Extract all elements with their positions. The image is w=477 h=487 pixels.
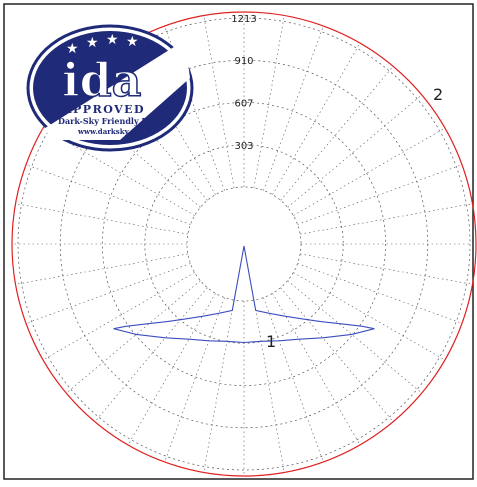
radial-tick-labels: 303 607 910 1213: [231, 14, 256, 152]
logo-stars: ★ ★ ★ ★: [66, 32, 139, 57]
tick-label-607: 607: [234, 98, 253, 109]
grid-ring: [102, 102, 386, 386]
ida-approved-logo: ★ ★ ★ ★ ida APPROVED Dark-Sky Friendly D…: [26, 24, 194, 152]
series-2-line: [113, 328, 375, 344]
polar-grid: [12, 12, 476, 476]
tick-label-303: 303: [234, 141, 253, 152]
tick-label-910: 910: [234, 56, 253, 67]
logo-wordmark: ida: [62, 53, 141, 107]
outer-curve-2: [11, 11, 477, 477]
logo-swoosh: [42, 40, 190, 140]
series-1-line: [113, 245, 375, 330]
star-icon: ★: [106, 32, 119, 48]
tick-label-1213: 1213: [231, 14, 256, 25]
star-icon: ★: [66, 41, 79, 57]
series-1-label: 1: [266, 332, 276, 351]
outer-curve-label: 2: [433, 85, 443, 104]
star-icon: ★: [86, 35, 99, 51]
grid-ring: [17, 17, 471, 471]
star-icon: ★: [126, 34, 139, 50]
logo-url: www.darksky.org: [77, 127, 144, 136]
logo-approved: APPROVED: [62, 103, 145, 116]
series-layer: [113, 245, 375, 344]
grid-ring: [144, 144, 344, 344]
logo-tagline: Dark-Sky Friendly Device: [58, 116, 171, 126]
